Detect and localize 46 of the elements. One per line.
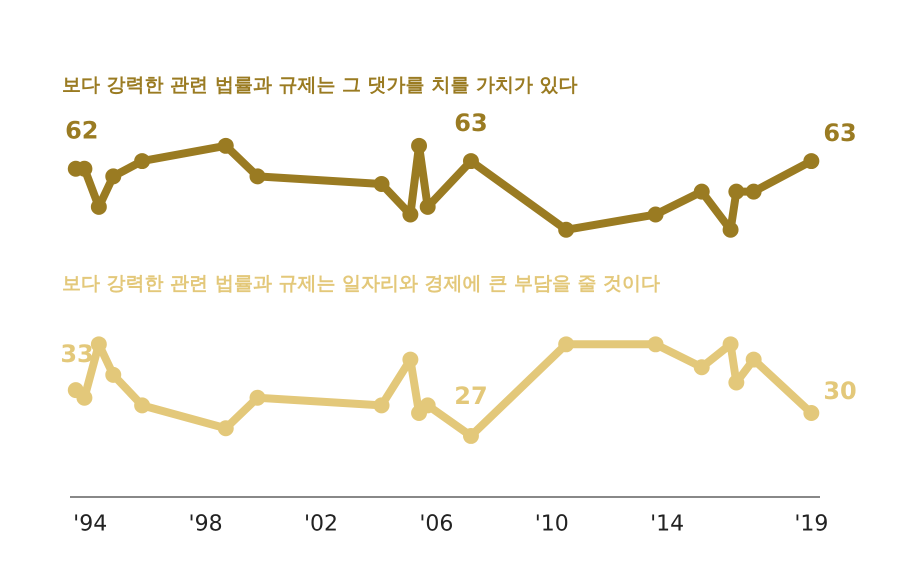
- point: [218, 420, 234, 436]
- point: [648, 206, 664, 222]
- text: 보다 강력한 관련 법률과 규제는 일자리와 경제에 큰 부담을 줄 것이다: [62, 272, 660, 294]
- point: [374, 176, 390, 192]
- data-label: 33: [60, 340, 94, 368]
- point: [558, 222, 574, 238]
- data-label: 30: [823, 377, 857, 406]
- point: [411, 138, 428, 154]
- point: [420, 397, 436, 414]
- point: [722, 336, 739, 352]
- point: [250, 168, 266, 184]
- point: [134, 153, 150, 170]
- text: 보다 강력한 관련 법률과 규제는 그 댓가를 치를 가치가 있다: [62, 74, 578, 96]
- point: [803, 405, 820, 421]
- point: [558, 336, 574, 352]
- data-label: 63: [823, 119, 857, 148]
- point: [420, 198, 436, 215]
- point: [218, 138, 234, 154]
- point: [374, 397, 390, 414]
- x-tick-label: '14: [650, 512, 684, 537]
- point: [402, 206, 418, 222]
- point: [134, 397, 150, 414]
- x-tick-label: '10: [534, 512, 569, 537]
- point: [728, 374, 744, 390]
- point: [722, 222, 739, 238]
- x-tick-label: '19: [794, 512, 828, 537]
- data-label: 27: [454, 382, 488, 410]
- point: [105, 366, 122, 383]
- point: [803, 153, 820, 170]
- point: [746, 352, 762, 368]
- x-tick-label: '06: [419, 512, 454, 537]
- data-label: 62: [65, 116, 98, 145]
- point: [694, 359, 710, 376]
- x-tick-label: '94: [73, 512, 108, 537]
- point: [728, 184, 744, 200]
- point: [462, 153, 479, 170]
- point: [462, 428, 479, 444]
- point: [402, 352, 418, 368]
- x-tick-label: '02: [304, 512, 338, 537]
- point: [105, 168, 122, 184]
- point: [648, 336, 664, 352]
- x-tick-label: '98: [188, 512, 223, 537]
- point: [746, 184, 762, 200]
- data-label: 63: [454, 109, 488, 138]
- point: [694, 184, 710, 200]
- point: [250, 390, 266, 406]
